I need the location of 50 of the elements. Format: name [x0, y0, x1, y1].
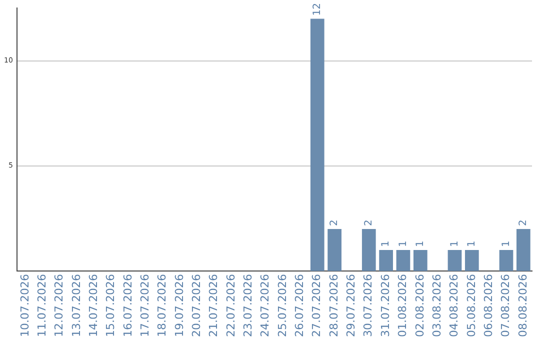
x-tick-label: 14.07.2026: [87, 274, 100, 338]
x-tick-label: 31.07.2026: [378, 274, 392, 338]
data-label: 1: [500, 240, 512, 247]
x-tick-label: 13.07.2026: [70, 274, 83, 338]
x-tick-label: 27.07.2026: [310, 274, 324, 338]
x-tick-label: 08.08.2026: [516, 274, 530, 338]
data-label: 1: [398, 240, 409, 247]
x-tick-label: 25.07.2026: [276, 274, 289, 338]
x-tick-label: 30.07.2026: [362, 274, 375, 338]
x-tick-label: 17.07.2026: [138, 274, 152, 338]
data-label: 2: [329, 220, 340, 226]
x-tick-label: 28.07.2026: [327, 274, 340, 338]
x-tick-label: 15.07.2026: [104, 274, 118, 338]
bar: [362, 228, 376, 272]
x-tick-label: 16.07.2026: [121, 274, 134, 338]
x-tick-label: 05.08.2026: [464, 274, 478, 338]
x-tick-label: 06.08.2026: [482, 274, 495, 338]
x-tick-label: 03.08.2026: [430, 274, 444, 338]
x-tick-label: 26.07.2026: [293, 274, 306, 338]
x-tick-label: 02.08.2026: [413, 274, 426, 338]
bar: [516, 228, 530, 272]
x-tick-label: 18.07.2026: [156, 274, 169, 338]
x-tick-label: 21.07.2026: [207, 274, 220, 338]
x-tick-label: 12.07.2026: [52, 274, 66, 338]
bar: [464, 250, 479, 272]
bar: [448, 250, 462, 272]
data-label: 2: [363, 220, 374, 226]
bar: [499, 250, 514, 272]
x-tick-label: 29.07.2026: [344, 274, 358, 338]
x-tick-label: 04.08.2026: [448, 274, 461, 338]
bar: [328, 228, 342, 272]
x-tick-label: 23.07.2026: [242, 274, 255, 338]
data-label: 1: [449, 240, 460, 247]
x-tick-label: 10.07.2026: [18, 274, 32, 338]
data-label: 1: [380, 240, 392, 247]
x-tick-label: 20.07.2026: [190, 274, 204, 338]
x-tick-label: 01.08.2026: [396, 274, 410, 338]
data-label: 2: [518, 220, 530, 226]
bar: [379, 250, 393, 272]
x-tick-label: 11.07.2026: [36, 274, 49, 338]
x-tick-label: 19.07.2026: [172, 274, 186, 338]
data-label: 1: [466, 240, 478, 247]
data-label: 12: [312, 2, 323, 16]
bar: [310, 18, 324, 272]
x-tick-label: 24.07.2026: [258, 274, 272, 338]
bar: [413, 250, 428, 272]
x-tick-label: 22.07.2026: [224, 274, 238, 338]
data-label: 1: [414, 240, 426, 247]
bar: [396, 250, 410, 272]
x-tick-label: 07.08.2026: [499, 274, 512, 338]
